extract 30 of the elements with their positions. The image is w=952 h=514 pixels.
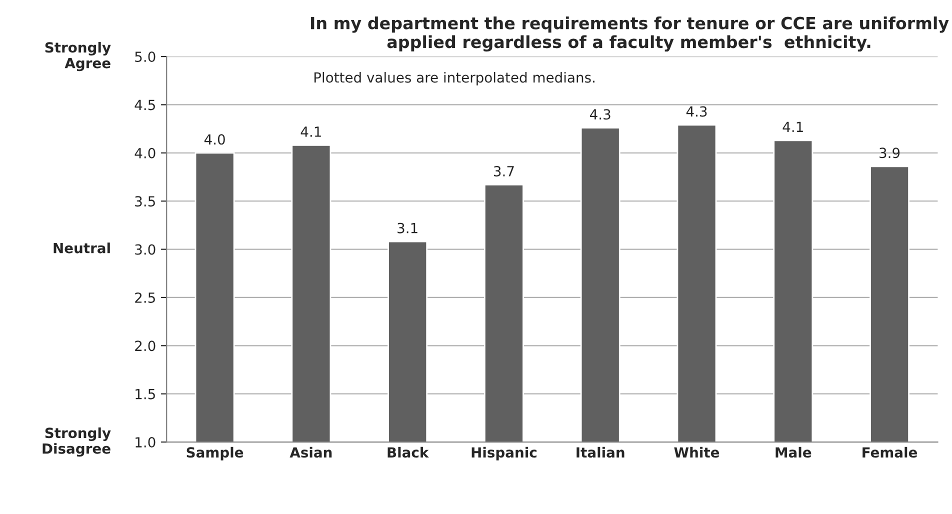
x-tick-label: Asian xyxy=(290,446,332,458)
data-label: 4.1 xyxy=(300,126,321,137)
y-tick-label: 3.0 xyxy=(135,244,156,255)
data-label: 4.3 xyxy=(590,109,610,120)
y-tick-label: 4.5 xyxy=(134,100,155,110)
x-tick-label: Black xyxy=(388,446,429,458)
data-label: 3.9 xyxy=(880,148,900,158)
y-tick-label: 1.0 xyxy=(136,437,156,448)
text: Strongly Agree xyxy=(45,42,111,72)
y-tick-label: 4.0 xyxy=(134,148,156,158)
text: Neutral xyxy=(54,242,110,254)
text: Strongly Disagree xyxy=(42,427,111,457)
y-tick-label: 3.5 xyxy=(135,196,155,207)
y-tick-label: 2.0 xyxy=(135,340,156,352)
data-label: 4.0 xyxy=(204,134,225,145)
y-tick-label: 2.5 xyxy=(135,292,155,303)
x-tick-label: Italian xyxy=(576,446,624,458)
y-tick-label: 5.0 xyxy=(135,52,156,62)
data-label: 4.3 xyxy=(686,106,707,117)
x-tick-label: Sample xyxy=(186,446,244,460)
data-label: 3.1 xyxy=(398,222,418,234)
y-tick-label: 1.5 xyxy=(136,389,155,400)
x-tick-label: Female xyxy=(862,446,918,458)
data-label: 3.7 xyxy=(494,166,514,176)
x-tick-label: Male xyxy=(776,446,812,458)
chart-title: In my department the requirements for tenure or CCE are uniformly applied regardless of a faculty member's ethnicity. xyxy=(311,16,949,52)
annotation: Plotted values are interpolated medians. xyxy=(314,72,594,86)
x-tick-label: Hispanic xyxy=(472,446,536,460)
x-tick-label: White xyxy=(674,446,720,458)
data-label: 4.1 xyxy=(782,122,803,132)
